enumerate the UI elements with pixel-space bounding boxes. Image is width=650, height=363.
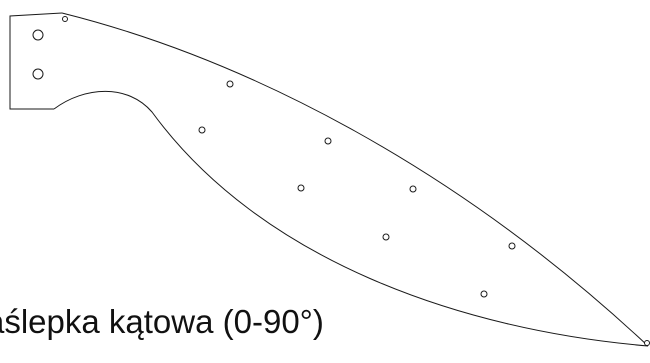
mounting-plate-outline	[9, 12, 63, 110]
rivet-hole	[480, 290, 488, 298]
pivot-hole	[62, 16, 68, 22]
rivet-hole	[409, 185, 417, 193]
rivet-hole	[297, 184, 305, 192]
rivet-hole	[324, 137, 332, 145]
drawing-caption: aślepka kątowa (0-90°)	[0, 303, 324, 340]
blade-lower-edge	[53, 90, 649, 347]
rivet-hole	[226, 80, 234, 88]
blade-upper-edge	[61, 12, 649, 347]
rivet-hole	[508, 242, 516, 250]
rivet-hole	[382, 233, 390, 241]
tip-hole	[644, 340, 650, 346]
mounting-hole-top	[32, 29, 44, 41]
mounting-hole-bottom	[32, 68, 44, 80]
rivet-hole	[198, 126, 206, 134]
